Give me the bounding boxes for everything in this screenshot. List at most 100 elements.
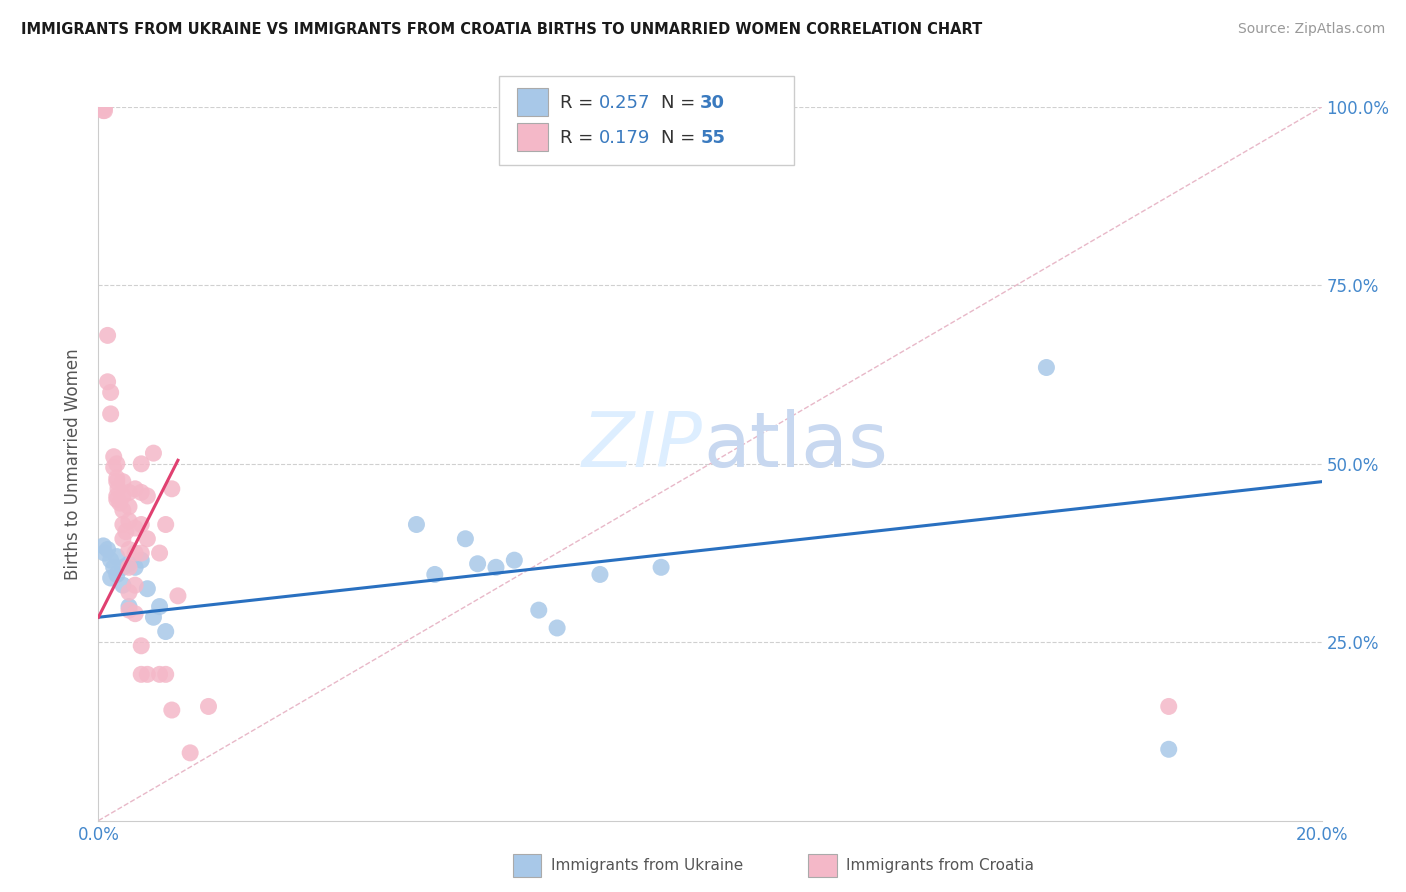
Point [129,485,152,500]
Point [103,460,125,475]
Point [91,103,114,118]
Point [100,407,122,421]
Point [124,482,146,496]
Point [111,578,134,592]
Point [136,582,159,596]
Point [118,560,141,574]
Point [111,517,134,532]
Point [105,567,128,582]
Point [650,560,672,574]
Point [485,560,508,574]
Point [589,567,612,582]
Text: 0.257: 0.257 [599,94,651,112]
Point [155,667,177,681]
Point [160,482,183,496]
Point [91,100,114,114]
Text: Immigrants from Croatia: Immigrants from Croatia [846,858,1035,872]
Point [129,517,152,532]
Point [124,578,146,592]
Point [100,385,122,400]
Point [136,532,159,546]
Point [155,624,177,639]
Point [100,553,122,567]
Point [111,503,134,517]
Point [105,475,128,489]
Point [1157,742,1180,756]
Point [107,482,129,496]
Point [118,514,141,528]
Point [97,375,120,389]
Text: 55: 55 [700,129,725,147]
Point [100,571,122,585]
Point [142,610,165,624]
Point [103,560,125,574]
Text: 0.179: 0.179 [599,129,651,147]
Point [197,699,219,714]
Point [115,524,138,539]
Text: R =: R = [560,129,599,147]
Y-axis label: Births to Unmarried Women: Births to Unmarried Women [65,348,83,580]
Point [527,603,550,617]
Point [124,546,146,560]
Point [124,607,146,621]
Text: IMMIGRANTS FROM UKRAINE VS IMMIGRANTS FROM CROATIA BIRTHS TO UNMARRIED WOMEN COR: IMMIGRANTS FROM UKRAINE VS IMMIGRANTS FR… [21,22,983,37]
Point [503,553,526,567]
Point [124,521,146,535]
Point [111,475,134,489]
Point [111,489,134,503]
Point [129,457,152,471]
Point [149,599,172,614]
Point [97,542,120,557]
Point [179,746,201,760]
Point [136,489,159,503]
Point [118,485,141,500]
Point [1157,699,1180,714]
Point [93,103,115,118]
Point [167,589,190,603]
Point [142,446,165,460]
Point [93,100,115,114]
Point [118,599,141,614]
Point [546,621,568,635]
Point [149,546,172,560]
Text: N =: N = [661,129,700,147]
Point [129,546,152,560]
Point [423,567,446,582]
Point [405,517,427,532]
Text: R =: R = [560,94,599,112]
Point [118,542,141,557]
Text: Source: ZipAtlas.com: Source: ZipAtlas.com [1237,22,1385,37]
Point [136,667,159,681]
Text: ZIP: ZIP [582,409,703,483]
Point [124,560,146,574]
Point [91,539,114,553]
Text: N =: N = [661,94,700,112]
Point [108,496,131,510]
Point [454,532,477,546]
Point [111,560,134,574]
Point [105,471,128,485]
Point [1035,360,1057,375]
Point [467,557,489,571]
Point [118,603,141,617]
Point [105,492,128,507]
Point [149,667,172,681]
Text: atlas: atlas [703,409,887,483]
Point [111,532,134,546]
Point [97,328,120,343]
Point [129,667,152,681]
Point [105,489,128,503]
Point [118,500,141,514]
Point [160,703,183,717]
Point [105,549,128,564]
Text: Immigrants from Ukraine: Immigrants from Ukraine [551,858,744,872]
Point [129,553,152,567]
Point [93,546,115,560]
Point [129,639,152,653]
Point [103,450,125,464]
Point [118,585,141,599]
Point [155,517,177,532]
Point [105,457,128,471]
Text: 30: 30 [700,94,725,112]
Point [118,557,141,571]
